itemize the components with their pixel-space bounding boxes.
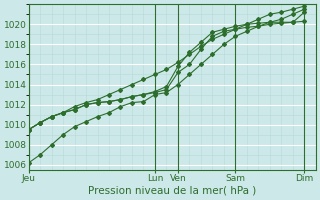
X-axis label: Pression niveau de la mer( hPa ): Pression niveau de la mer( hPa )	[88, 186, 256, 196]
